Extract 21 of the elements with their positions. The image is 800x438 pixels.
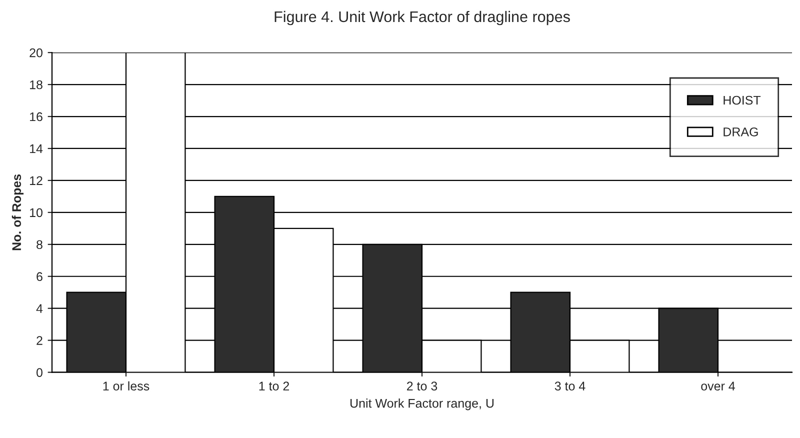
y-tick-label: 14 [30,144,43,154]
y-axis-title: No. of Ropes [12,174,24,250]
x-tick-label: 3 to 4 [554,382,586,391]
x-axis-title: Unit Work Factor range, U [350,398,494,410]
legend-label: HOIST [724,96,761,105]
y-tick-label: 2 [36,336,42,345]
x-tick-label: over 4 [701,382,736,391]
y-tick-label: 20 [30,48,42,58]
x-tick-label: 1 or less [103,381,150,391]
y-tick-label: 0 [36,368,42,377]
x-tick-label: 1 to 2 [259,382,290,391]
y-tick-label: 12 [30,176,42,185]
x-tick-label: 2 to 3 [406,382,438,391]
legend-label: DRAG [724,127,758,136]
y-tick-label: 8 [36,240,42,250]
chart-title: Figure 4. Unit Work Factor of dragline ropes [274,10,570,26]
y-tick-label: 6 [36,272,42,282]
y-tick-label: 16 [30,112,42,122]
y-tick-label: 10 [30,208,42,218]
y-tick-label: 18 [30,80,42,90]
y-tick-label: 4 [36,304,43,313]
